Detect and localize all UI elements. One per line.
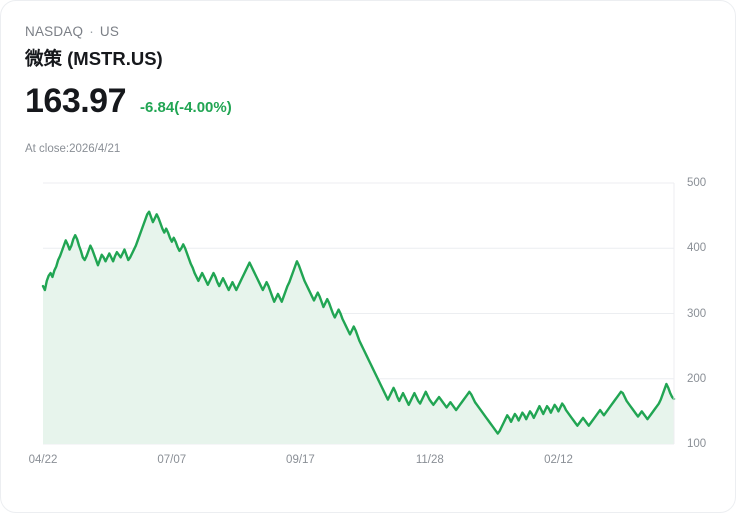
x-axis-tick-label: 02/12 — [544, 454, 573, 466]
close-timestamp: At close:2026/4/21 — [25, 143, 121, 155]
y-axis-tick-label: 500 — [687, 177, 707, 189]
exchange-name: NASDAQ — [25, 24, 84, 39]
last-price: 163.97 — [25, 82, 127, 120]
y-axis-tick-label: 100 — [687, 438, 707, 450]
exchange-region: US — [99, 24, 120, 39]
exchange-line: NASDAQ · US — [25, 24, 119, 39]
price-chart[interactable]: 500 400 300 200 100 04/22 07/07 09/17 11/28 02/12 — [1, 166, 735, 476]
page-title: 微策 (MSTR.US) — [25, 48, 163, 69]
x-axis-tick-label: 07/07 — [157, 454, 187, 466]
y-axis-tick-label: 200 — [687, 372, 707, 385]
x-axis-tick-label: 04/22 — [28, 454, 58, 466]
price-line — [41, 210, 676, 435]
x-axis-tick-label: 09/17 — [286, 454, 315, 466]
price-change: -6.84(-4.00%) — [140, 99, 232, 116]
y-axis-tick-label: 300 — [687, 307, 707, 320]
price-chart-svg — [41, 182, 676, 445]
exchange-separator: · — [89, 24, 94, 39]
price-row: 163.97 -6.84(-4.00%) — [25, 84, 232, 118]
y-axis-tick-label: 400 — [687, 242, 707, 255]
x-axis-tick-label: 11/28 — [415, 454, 444, 466]
price-area-fill — [43, 211, 674, 444]
